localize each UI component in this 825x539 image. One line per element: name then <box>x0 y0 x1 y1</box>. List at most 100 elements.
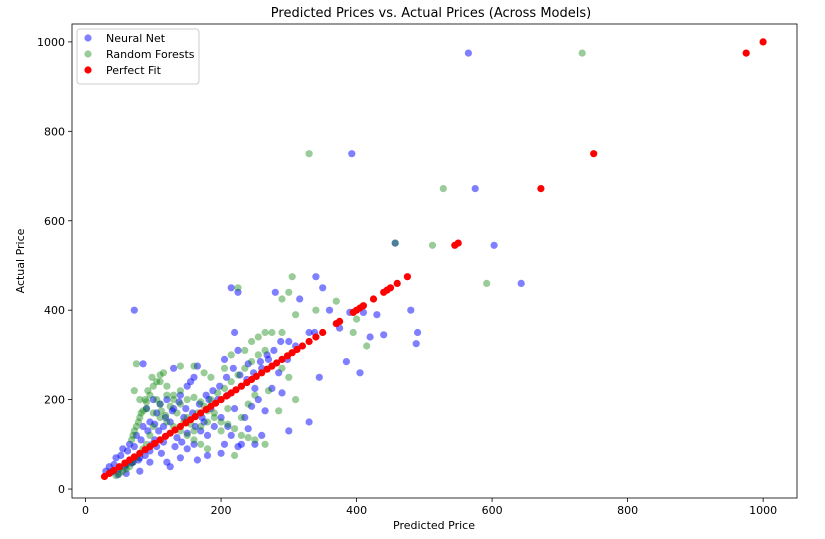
point-s0-87 <box>183 429 191 437</box>
point-s0-65 <box>153 409 161 417</box>
legend-marker-2 <box>84 66 92 74</box>
point-s1-14 <box>312 306 320 314</box>
point-s0-102 <box>171 443 179 451</box>
x-tick-label-5: 1000 <box>749 504 777 517</box>
point-s2-54 <box>403 273 411 281</box>
point-s0-125 <box>117 451 125 460</box>
point-s0-148 <box>277 337 285 346</box>
point-s1-6 <box>288 273 296 281</box>
point-s1-97 <box>234 371 242 379</box>
point-s1-72 <box>122 465 130 473</box>
point-s1-23 <box>220 364 229 372</box>
point-s1-1 <box>305 150 313 158</box>
point-s0-3 <box>490 241 498 249</box>
point-s0-31 <box>234 346 242 354</box>
point-s1-49 <box>264 387 273 395</box>
point-s2-11 <box>156 436 164 444</box>
point-s0-113 <box>220 440 229 448</box>
point-s2-34 <box>273 359 281 367</box>
point-s2-59 <box>742 49 750 57</box>
point-s2-56 <box>454 239 462 247</box>
point-s0-83 <box>231 405 239 413</box>
y-axis-title: Actual Price <box>14 228 27 293</box>
point-s1-110 <box>156 371 164 379</box>
point-s0-30 <box>231 328 239 337</box>
point-s0-118 <box>193 456 201 464</box>
y-tick-label-5: 1000 <box>37 36 65 49</box>
point-s1-28 <box>156 378 164 386</box>
point-s2-41 <box>312 333 320 341</box>
point-s1-104 <box>136 413 144 422</box>
point-s0-108 <box>254 396 262 404</box>
point-s0-7 <box>319 284 327 292</box>
point-s1-77 <box>128 436 136 444</box>
y-tick-label-4: 800 <box>44 125 65 138</box>
point-s0-20 <box>412 340 420 348</box>
point-s1-25 <box>200 369 208 377</box>
point-s1-102 <box>129 431 137 439</box>
point-s2-22 <box>212 399 220 407</box>
legend-box <box>76 28 200 85</box>
point-s2-57 <box>537 185 545 193</box>
point-s1-101 <box>261 346 269 354</box>
point-s1-98 <box>241 364 249 372</box>
point-s1-87 <box>166 402 174 410</box>
point-s1-114 <box>176 387 184 395</box>
point-s1-33 <box>149 409 157 417</box>
point-s1-12 <box>363 342 371 350</box>
x-tick-label-3: 600 <box>482 504 503 517</box>
point-s0-67 <box>163 396 171 404</box>
point-s0-48 <box>183 445 191 453</box>
point-s0-45 <box>224 422 232 431</box>
y-tick-label-1: 200 <box>44 394 65 407</box>
point-s0-40 <box>278 389 286 397</box>
point-s1-15 <box>292 311 300 319</box>
point-s0-138 <box>209 387 217 395</box>
point-s0-141 <box>229 364 237 372</box>
point-s0-24 <box>342 358 350 366</box>
point-s0-86 <box>197 427 205 435</box>
point-s1-48 <box>278 364 286 372</box>
point-s0-49 <box>176 454 184 462</box>
point-s0-111 <box>244 425 252 433</box>
point-s0-85 <box>210 422 218 431</box>
point-s1-106 <box>142 398 151 406</box>
point-s0-32 <box>220 355 229 363</box>
point-s1-108 <box>149 382 157 390</box>
point-s1-116 <box>190 393 198 401</box>
point-s0-43 <box>251 440 259 448</box>
point-s1-84 <box>153 396 161 404</box>
point-s1-3 <box>428 241 437 249</box>
point-s0-134 <box>182 405 190 413</box>
point-s2-60 <box>759 38 767 46</box>
point-s1-124 <box>244 434 252 442</box>
point-s1-115 <box>183 396 191 404</box>
point-s1-123 <box>237 431 245 439</box>
point-s2-30 <box>252 372 260 380</box>
point-s1-31 <box>136 396 144 404</box>
point-s0-128 <box>137 436 145 444</box>
y-tick-label-3: 600 <box>44 215 65 228</box>
legend: Neural Net Random Forests Perfect Fit <box>76 28 200 85</box>
point-s2-3 <box>115 463 123 471</box>
point-s1-81 <box>141 396 149 404</box>
point-s1-24 <box>207 373 215 381</box>
point-s0-47 <box>190 440 198 448</box>
x-axis: 0 200 400 600 800 1000 <box>82 498 777 517</box>
point-s0-124 <box>110 460 118 469</box>
point-s1-82 <box>144 387 152 395</box>
point-s0-142 <box>236 371 244 379</box>
point-s0-140 <box>222 373 231 381</box>
point-s1-83 <box>148 373 156 381</box>
point-s0-28 <box>285 337 293 346</box>
point-s0-39 <box>268 384 276 392</box>
point-s1-51 <box>244 400 252 408</box>
series-random-forests <box>109 49 586 480</box>
point-s1-43 <box>231 451 239 460</box>
point-s1-65 <box>146 431 154 439</box>
point-s1-95 <box>220 384 229 392</box>
x-axis-title: Predicted Price <box>393 519 475 532</box>
point-s2-2 <box>110 466 118 474</box>
point-s1-44 <box>261 440 269 448</box>
point-s0-22 <box>366 333 374 341</box>
